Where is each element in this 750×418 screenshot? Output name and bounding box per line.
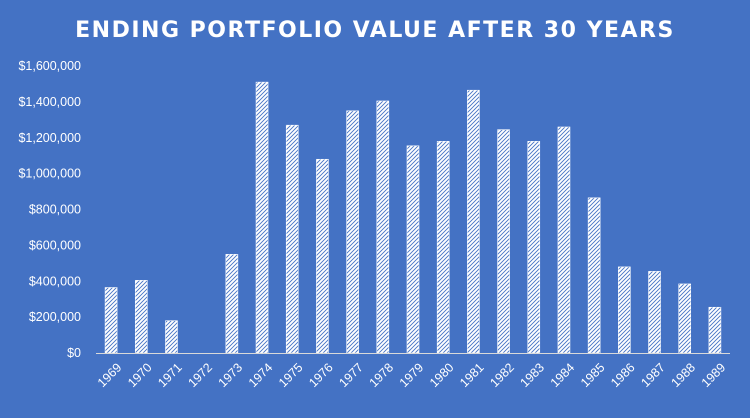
x-tick-label: 1972 <box>185 360 215 390</box>
x-tick-label: 1971 <box>155 360 185 390</box>
x-tick-label: 1978 <box>367 360 397 390</box>
x-tick-label: 1979 <box>397 360 427 390</box>
y-tick-label: $200,000 <box>29 310 81 324</box>
x-tick-label: 1986 <box>608 360 638 390</box>
x-tick-label: 1969 <box>95 360 125 390</box>
y-axis-tick-labels: $0 $200,000 $400,000 $600,000 $800,000 $1,000… <box>18 59 81 360</box>
x-tick-label: 1987 <box>638 360 668 390</box>
y-tick-label: $600,000 <box>29 238 81 252</box>
x-tick-label: 1989 <box>699 360 729 390</box>
bar-1969 <box>104 287 118 354</box>
x-tick-label: 1980 <box>427 360 457 390</box>
bar-1974 <box>255 81 269 354</box>
bar-1985 <box>587 197 601 354</box>
bar-1983 <box>527 141 541 354</box>
bars-layer <box>104 81 722 354</box>
bar-1978 <box>376 100 390 354</box>
y-tick-label: $400,000 <box>29 274 81 288</box>
bar-1984 <box>557 126 571 354</box>
bar-1971 <box>165 320 178 354</box>
y-tick-label: $1,000,000 <box>18 167 81 181</box>
chart-title: ENDING PORTFOLIO VALUE AFTER 30 YEARS <box>75 18 675 43</box>
x-tick-label: 1970 <box>125 360 155 390</box>
bar-1988 <box>678 283 692 354</box>
bar-1981 <box>467 89 480 354</box>
x-tick-label: 1977 <box>336 360 366 390</box>
x-axis-tick-labels: 1969 1970 1971 1972 1973 1974 1975 1976 1977 1978… <box>95 360 728 390</box>
y-tick-label: $1,400,000 <box>18 95 81 109</box>
x-tick-label: 1982 <box>487 360 517 390</box>
bar-1979 <box>406 145 420 354</box>
bar-1975 <box>285 124 299 354</box>
y-tick-label: $800,000 <box>29 203 81 217</box>
x-tick-label: 1976 <box>306 360 336 390</box>
x-tick-label: 1983 <box>518 360 548 390</box>
x-tick-label: 1985 <box>578 360 608 390</box>
x-tick-label: 1973 <box>216 360 246 390</box>
bar-1977 <box>346 110 359 354</box>
x-tick-label: 1988 <box>668 360 698 390</box>
x-tick-label: 1984 <box>548 360 578 390</box>
bar-1989 <box>708 306 722 354</box>
bar-1980 <box>436 141 450 354</box>
x-tick-label: 1981 <box>457 360 487 390</box>
bar-1973 <box>225 254 239 354</box>
x-tick-label: 1974 <box>246 360 276 390</box>
y-tick-label: $0 <box>67 346 81 360</box>
bar-1982 <box>497 129 510 354</box>
y-tick-label: $1,600,000 <box>18 59 81 73</box>
bar-1987 <box>648 271 661 354</box>
bar-1970 <box>134 280 148 354</box>
bar-1976 <box>316 158 329 354</box>
bar-1986 <box>618 266 631 354</box>
y-tick-label: $1,200,000 <box>18 131 81 145</box>
x-tick-label: 1975 <box>276 360 306 390</box>
